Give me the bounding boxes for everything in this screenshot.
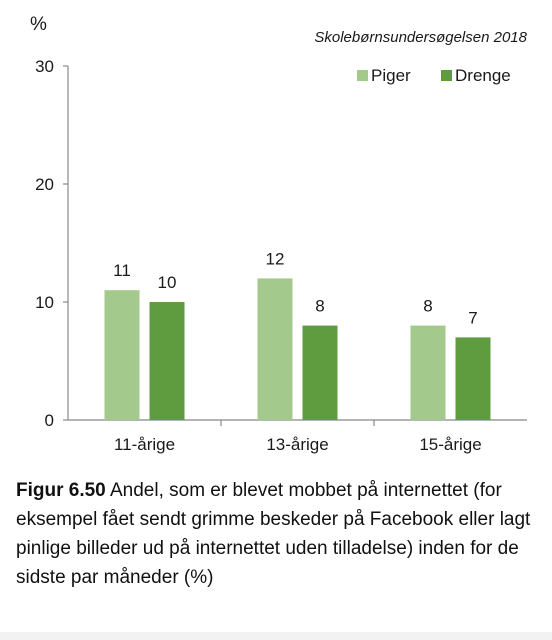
y-tick-label: 0 bbox=[45, 411, 54, 430]
x-category-label: 11-årige bbox=[114, 435, 175, 454]
legend-swatch-drenge bbox=[441, 70, 452, 81]
bars bbox=[104, 278, 491, 420]
data-label: 11 bbox=[113, 261, 131, 280]
data-label: 10 bbox=[158, 273, 177, 292]
bar-chart: % Skolebørnsundersøgelsen 2018 0 10 20 30 11… bbox=[30, 14, 528, 454]
bar-drenge-2 bbox=[302, 325, 338, 420]
source-label: Skolebørnsundersøgelsen 2018 bbox=[314, 29, 527, 46]
y-unit-label: % bbox=[30, 14, 47, 35]
data-label: 7 bbox=[468, 308, 477, 327]
data-label: 8 bbox=[315, 297, 324, 316]
chart-canvas: % Skolebørnsundersøgelsen 2018 0 10 20 30 11… bbox=[30, 14, 528, 454]
caption-text: Andel, som er blevet mobbet på inter­net… bbox=[16, 480, 531, 588]
y-tick-label: 30 bbox=[35, 57, 54, 76]
data-label: 12 bbox=[266, 249, 285, 268]
y-tick-label: 10 bbox=[35, 293, 54, 312]
data-label: 8 bbox=[423, 297, 432, 316]
legend-label-drenge: Drenge bbox=[455, 66, 511, 85]
x-category-label: 13-årige bbox=[266, 435, 328, 454]
bar-piger-2 bbox=[257, 278, 293, 420]
data-labels: 11 10 12 8 8 7 bbox=[113, 249, 478, 327]
x-category-label: 15-årige bbox=[419, 435, 481, 454]
bar-drenge-3 bbox=[455, 337, 491, 420]
bar-piger-3 bbox=[410, 325, 446, 420]
figure-caption: Figur 6.50 Andel, som er blevet mobbet p… bbox=[16, 476, 540, 592]
axes: 0 10 20 30 11-årige 13-årige 15-årige bbox=[35, 57, 527, 454]
page-bottom-strip bbox=[0, 632, 552, 640]
figure-number: Figur 6.50 bbox=[16, 480, 106, 501]
legend-label-piger: Piger bbox=[371, 66, 411, 85]
bar-drenge-1 bbox=[149, 302, 185, 420]
y-tick-label: 20 bbox=[35, 175, 54, 194]
legend: Piger Drenge bbox=[357, 66, 511, 85]
legend-swatch-piger bbox=[357, 70, 368, 81]
bar-piger-1 bbox=[104, 290, 140, 420]
